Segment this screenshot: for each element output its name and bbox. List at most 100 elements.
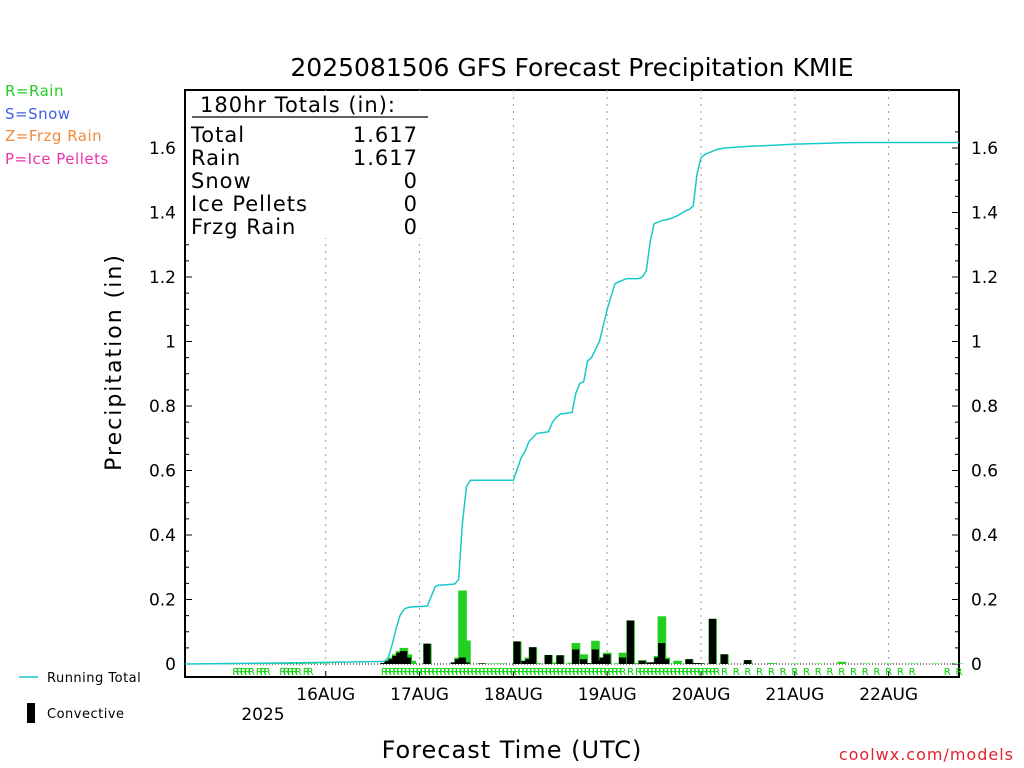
ptype-marker-rain: R	[510, 667, 517, 678]
legend-convective-swatch	[27, 703, 35, 723]
ptype-marker-rain: R	[553, 667, 560, 678]
ptype-marker-rain: R	[279, 667, 286, 678]
convective-bar	[400, 651, 408, 664]
ptype-marker-rain: R	[236, 667, 243, 678]
ptype-marker-rain: R	[670, 667, 677, 678]
ptype-marker-rain: R	[580, 667, 587, 678]
ptype-marker-rain: R	[596, 667, 603, 678]
rain-bar	[790, 663, 800, 664]
ptype-marker-rain: R	[885, 667, 892, 678]
ptype-marker-rain: R	[303, 667, 310, 678]
running-total-line-group	[184, 141, 959, 665]
totals-label-snow: Snow	[191, 169, 252, 193]
chart-title: 2025081506 GFS Forecast Precipitation KM…	[290, 53, 853, 82]
ptype-marker-rain: R	[475, 667, 482, 678]
ptype-marker-rain: R	[479, 667, 486, 678]
y-axis-left: 0 0.2 0.4 0.6 0.8 1 1.2 1.4 1.6	[149, 131, 192, 675]
y-axis-title: Precipitation (in)	[102, 253, 127, 471]
ptype-marker-rain: R	[619, 667, 626, 678]
convective-bar	[693, 663, 701, 664]
convective-bar	[591, 649, 599, 664]
ptype-marker-rain: R	[604, 667, 611, 678]
rain-bar	[321, 663, 331, 664]
totals-title: 180hr Totals (in):	[200, 93, 396, 117]
y-tick-label-left: 0.8	[149, 397, 176, 417]
convective-bar	[583, 663, 591, 664]
convective-bar	[423, 643, 431, 664]
y-tick-label-left: 1.4	[149, 204, 176, 224]
x-axis: 16AUG 17AUG 18AUG 19AUG 20AUG 21AUG 22AUG	[296, 671, 918, 705]
ptype-marker-rain: R	[385, 667, 392, 678]
ptype-marker-rain: R	[467, 667, 474, 678]
ptype-marker-rain: R	[565, 667, 572, 678]
convective-bar	[662, 659, 670, 664]
ptype-marker-rain: R	[576, 667, 583, 678]
rain-bar	[458, 590, 467, 664]
y-tick-label-right: 1	[971, 333, 982, 353]
rain-bar	[274, 663, 284, 664]
y-tick-label-left: 1.2	[149, 268, 176, 288]
convective-bar	[404, 657, 412, 664]
ptype-marker-rain: R	[490, 667, 497, 678]
convective-bar	[392, 655, 400, 664]
ptype-marker-rain: R	[502, 667, 509, 678]
ptype-marker-rain: R	[420, 667, 427, 678]
totals-label-frzg-rain: Frzg Rain	[191, 215, 296, 239]
convective-bar	[685, 659, 693, 664]
convective-bar	[529, 647, 537, 664]
rain-bar	[673, 660, 682, 664]
y-tick-label-left: 0.4	[149, 526, 176, 546]
ptype-marker-rain: R	[494, 667, 501, 678]
y-tick-label-right: 1.4	[971, 204, 998, 224]
ptype-marker-rain: R	[240, 667, 247, 678]
convective-bar	[708, 618, 717, 664]
ptype-marker-rain: R	[686, 667, 693, 678]
ptype-marker-rain: R	[529, 667, 536, 678]
convective-bar	[720, 654, 728, 664]
rain-bar	[767, 663, 776, 664]
ptype-marker-rain: R	[612, 667, 619, 678]
convective-bar	[603, 654, 611, 664]
ptype-marker-rain: R	[815, 667, 822, 678]
ptype-marker-rain: R	[701, 667, 708, 678]
ptype-marker-rain: R	[443, 667, 450, 678]
convective-bar	[462, 662, 470, 664]
rain-bar	[548, 662, 557, 664]
totals-label-rain: Rain	[191, 146, 241, 170]
ptype-marker-rain: R	[393, 667, 400, 678]
ptype-marker-rain: R	[412, 667, 419, 678]
ptype-marker-rain: R	[658, 667, 665, 678]
y-tick-label-left: 1	[165, 333, 176, 353]
x-tick-label: 20AUG	[672, 685, 731, 705]
ptype-marker-rain: R	[873, 667, 880, 678]
totals-label-total: Total	[190, 123, 245, 147]
ptype-marker-rain: R	[561, 667, 568, 678]
x-tick-label: 22AUG	[859, 685, 918, 705]
rain-bar	[813, 663, 823, 664]
y-tick-label-right: 0.8	[971, 397, 998, 417]
ptype-marker-rain: R	[682, 667, 689, 678]
ptype-marker-rain: R	[541, 667, 548, 678]
totals-box: 180hr Totals (in): Total 1.617 Rain 1.61…	[186, 91, 436, 239]
ptype-marker-rain: R	[850, 667, 857, 678]
convective-bar	[744, 660, 752, 664]
rain-bar	[954, 663, 964, 664]
totals-value-snow: 0	[404, 169, 418, 193]
credit-text: coolwx.com/models	[839, 745, 1014, 764]
y-tick-label-right: 0	[971, 655, 982, 675]
convective-bar	[654, 657, 662, 664]
ptype-marker-rain: R	[283, 667, 290, 678]
convective-bar	[396, 652, 404, 664]
ptype-marker-rain: R	[455, 667, 462, 678]
ptype-marker-rain: R	[768, 667, 775, 678]
ptype-marker-rain: R	[483, 667, 490, 678]
rain-bar	[309, 663, 319, 664]
ptype-marker-rain: R	[400, 667, 407, 678]
x-year-label: 2025	[241, 705, 284, 725]
convective-bar	[626, 620, 634, 664]
ptype-marker-rain: R	[608, 667, 615, 678]
ptype-marker-rain: R	[678, 667, 685, 678]
ptype-marker-rain: R	[569, 667, 576, 678]
ptype-marker-rain: R	[381, 667, 388, 678]
rain-bar	[630, 663, 639, 664]
